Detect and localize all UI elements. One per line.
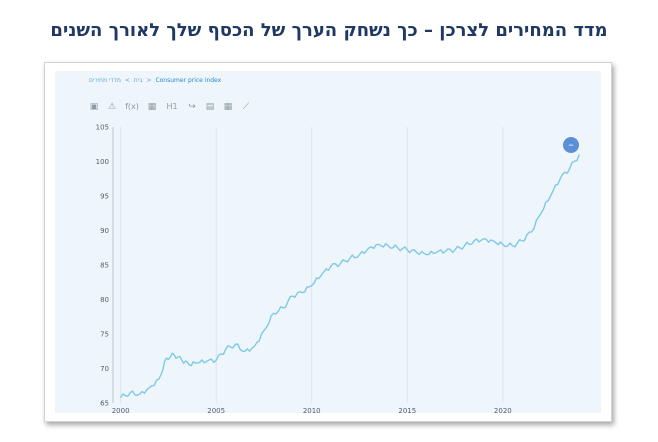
document-icon[interactable]: ▤ [205,102,215,112]
zoom-out-button[interactable]: – [563,137,579,153]
series-line [120,154,580,398]
y-tick-label: 95 [100,193,109,201]
breadcrumb-price-indices[interactable]: מדדי מחירים [89,77,121,84]
y-tick-label: 75 [100,331,109,339]
chart-panel: בית > מדדי מחירים > Consumer price index… [55,71,601,413]
breadcrumb: בית > מדדי מחירים > Consumer price index [89,77,223,84]
x-tick-label: 2000 [112,407,130,413]
formula-icon[interactable]: f(x) [125,102,139,111]
breadcrumb-home[interactable]: בית [133,77,143,84]
y-tick-label: 70 [100,365,109,373]
x-tick-label: 2005 [207,407,225,413]
heading-icon[interactable]: H1 [166,102,178,111]
screenshot-frame: בית > מדדי מחירים > Consumer price index… [44,62,612,422]
x-tick-label: 2020 [494,407,512,413]
calendar-icon[interactable]: ▦ [147,102,157,112]
x-tick-label: 2010 [303,407,321,413]
save-icon[interactable]: ▣ [89,102,99,112]
cpi-line-chart: 2000 2005 2010 2015 2020 65 70 75 80 85 90 95 100 105 [96,124,580,413]
breadcrumb-separator: > [124,77,130,84]
y-tick-label: 80 [100,296,109,304]
y-tick-label: 100 [96,158,109,166]
share-icon[interactable]: ↪ [188,102,196,112]
chart-toolbar: ▣ ⚠ f(x) ▦ H1 ↪ ▤ ▦ ⟋ [89,101,251,113]
table-icon[interactable]: ▦ [223,102,233,112]
y-tick-label: 65 [100,400,109,408]
warning-icon[interactable]: ⚠ [107,102,117,112]
breadcrumb-current: Consumer price index [155,77,222,84]
y-tick-label: 105 [96,124,109,132]
chart-icon[interactable]: ⟋ [242,102,250,112]
y-tick-label: 85 [100,262,109,270]
slide-title: מדד המחירים לצרכן – כך נשחק הערך של הכסף… [50,20,608,41]
x-tick-label: 2015 [398,407,416,413]
y-tick-label: 90 [100,227,109,235]
breadcrumb-separator: > [146,77,152,84]
